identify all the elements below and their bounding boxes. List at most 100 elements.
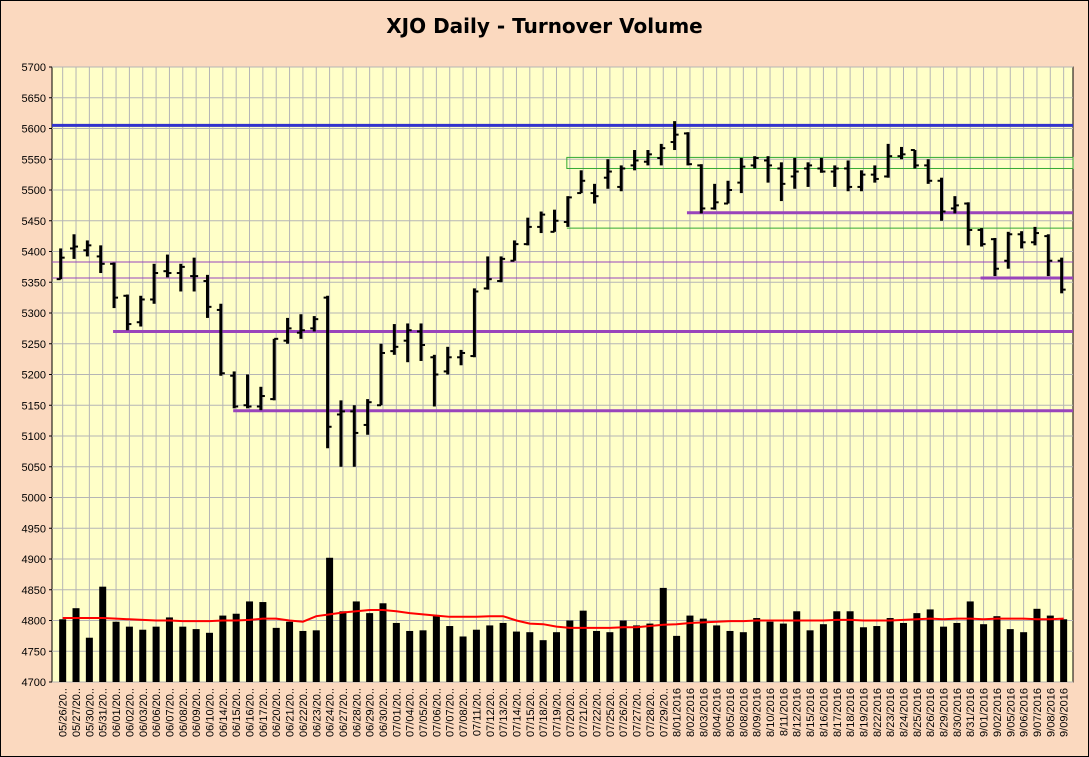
x-tick-label: 07/22/20.. [592,688,604,737]
x-tick-label: 05/26/20.. [58,688,70,737]
x-tick-label: 9/08/2016 [1045,688,1057,737]
volume-bar [940,626,948,682]
volume-bar [993,616,1001,682]
x-tick-label: 05/27/20.. [71,688,83,737]
y-tick-label: 5700 [22,62,46,74]
x-tick-label: 8/10/2016 [765,688,777,737]
volume-bar [739,632,747,682]
volume-bar [646,623,654,682]
y-tick-label: 5000 [22,493,46,505]
volume-bar [272,627,280,682]
volume-bar [552,632,560,682]
volume-bar [59,619,67,682]
volume-bar [366,613,374,682]
volume-bar [152,626,160,682]
ohlc-bar [870,165,879,183]
ohlc-bar [270,337,279,401]
x-tick-label: 8/19/2016 [858,688,870,737]
x-tick-label: 06/28/20.. [351,688,363,737]
ohlc-bar [376,343,385,407]
volume-bar [633,625,641,682]
volume-bar [1006,629,1014,682]
ohlc-bar [764,156,773,183]
x-tick-label: 06/10/20.. [204,688,216,737]
x-tick-label: 06/27/20.. [338,688,350,737]
ohlc-bar [96,245,105,274]
volume-bar [619,620,627,682]
ohlc-bar [310,316,319,332]
x-tick-label: 8/30/2016 [952,688,964,737]
volume-bar [980,624,988,682]
x-tick-label: 8/18/2016 [845,688,857,737]
ohlc-bar [417,323,426,361]
x-tick-label: 07/21/20.. [578,688,590,737]
volume-bar [352,601,360,682]
volume-bar [406,630,414,682]
ohlc-bar [336,400,345,467]
ohlc-bar [884,143,893,178]
x-tick-label: 8/25/2016 [912,688,924,737]
y-tick-label: 5550 [22,154,46,166]
y-tick-label: 5400 [22,247,46,259]
ohlc-bar [643,150,652,166]
y-tick-label: 4950 [22,523,46,535]
ohlc-bar [283,317,292,344]
ohlc-bar [697,164,706,214]
volume-bar [205,632,213,682]
y-tick-label: 5250 [22,339,46,351]
volume-bar [299,630,307,682]
volume-bar [726,630,734,682]
volume-bar [379,603,387,682]
ohlc-bar [750,156,759,169]
volume-bar [659,587,667,682]
y-tick-label: 5350 [22,277,46,289]
volume-bar [819,624,827,682]
volume-bar [219,615,227,682]
ohlc-bar [777,162,786,202]
ohlc-bar [83,240,92,257]
volume-bar [432,614,440,682]
volume-bars [59,557,1068,682]
x-tick-label: 9/02/2016 [992,688,1004,737]
volume-bar [446,626,454,682]
volume-bar [753,618,761,682]
ohlc-bar [296,314,305,339]
volume-bar [913,613,921,682]
x-tick-label: 07/07/20.. [445,688,457,737]
x-tick-label: 9/07/2016 [1032,688,1044,737]
ohlc-bar [830,165,839,187]
ohlc-bar [603,159,612,189]
ohlc-bar [683,132,692,166]
volume-bar [899,622,907,682]
grid [52,66,1073,683]
ohlc-bar [590,183,599,204]
ohlc-bar [403,323,412,363]
x-tick-label: 05/31/20.. [98,688,110,737]
volume-bar [165,617,173,682]
y-tick-label: 4750 [22,646,46,658]
ohlc-bar [483,256,492,290]
x-tick-label: 8/09/2016 [752,688,764,737]
volume-bar [873,626,881,682]
ohlc-bar [630,150,639,171]
x-tick-label: 06/20/20.. [271,688,283,737]
x-tick-label: 07/06/20.. [431,688,443,737]
ohlc-bar [163,254,172,278]
volume-bar [1033,608,1041,682]
x-tick-label: 06/15/20.. [231,688,243,737]
x-tick-label: 8/17/2016 [832,688,844,737]
ohlc-bar [1057,257,1066,294]
x-tick-label: 06/24/20.. [325,688,337,737]
volume-bar [72,608,80,682]
ohlc-bar [737,158,746,194]
volume-bar [593,630,601,682]
ohlc-bar [924,159,933,184]
y-tick-label: 5150 [22,400,46,412]
x-tick-label: 06/30/20.. [378,688,390,737]
y-tick-label: 5100 [22,431,46,443]
volume-bar [326,557,334,682]
ohlc-bar [977,228,986,247]
y-tick-label: 5500 [22,185,46,197]
ohlc-bar [497,256,506,283]
x-tick-label: 8/22/2016 [872,688,884,737]
